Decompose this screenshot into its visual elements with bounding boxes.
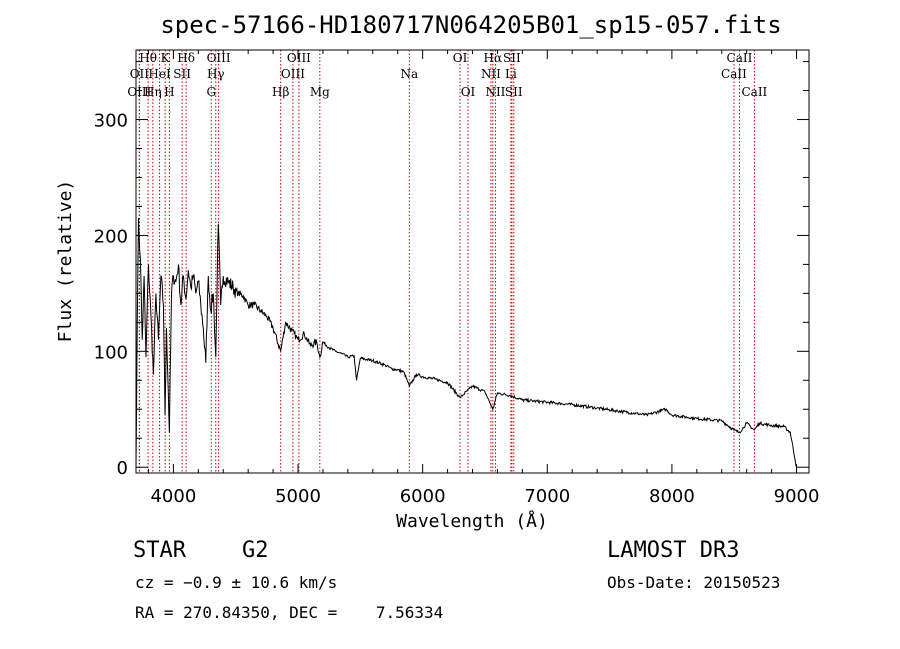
line-marker-label: Li xyxy=(505,67,517,81)
line-marker-label: Hθ xyxy=(139,51,157,65)
object-subclass: G2 xyxy=(242,538,269,563)
x-tick-label: 5000 xyxy=(275,486,321,507)
coordinates: RA = 270.84350, DEC = 7.56334 xyxy=(135,603,444,622)
line-marker-label: OIII xyxy=(207,51,231,65)
line-marker-label: SII xyxy=(505,85,523,99)
line-marker-label: K xyxy=(161,51,171,65)
line-marker-label: Hη xyxy=(144,85,162,99)
line-marker-label: Hα xyxy=(484,51,503,65)
survey-name: LAMOST DR3 xyxy=(607,538,740,563)
x-tick-label: 8000 xyxy=(649,486,695,507)
object-class: STAR xyxy=(133,538,186,563)
y-tick-label: 100 xyxy=(94,342,128,363)
line-marker-label: CaII xyxy=(741,85,767,99)
line-marker-label: CaII xyxy=(721,67,747,81)
line-marker-label: OI xyxy=(461,85,476,99)
y-axis-ticks: 0 100 200 300 xyxy=(94,61,809,479)
spectrum-line xyxy=(135,217,797,468)
spectral-line-markers xyxy=(138,50,755,473)
line-marker-label: NII xyxy=(481,67,501,81)
x-tick-label: 9000 xyxy=(774,486,820,507)
line-marker-label: HeI xyxy=(148,67,171,81)
x-axis-label: Wavelength (Å) xyxy=(396,510,548,532)
x-tick-label: 4000 xyxy=(150,486,196,507)
line-marker-label: OII xyxy=(130,67,150,81)
line-marker-label: G xyxy=(206,85,216,99)
line-marker-label: OIII xyxy=(281,67,305,81)
line-marker-label: SII xyxy=(173,67,191,81)
line-marker-label: Hγ xyxy=(207,67,225,81)
line-marker-label: Mg xyxy=(310,85,330,99)
spectral-line-labels: Hθ OII OIII K HeI Hη SII H Hδ OIII Hγ G OIII OIII Hβ Mg… xyxy=(127,51,767,99)
redshift-value: cz = −0.9 ± 10.6 km/s xyxy=(135,573,338,592)
line-marker-label: Hβ xyxy=(272,85,289,99)
y-axis-label: Flux (relative) xyxy=(55,180,76,343)
line-marker-label: OIII xyxy=(287,51,311,65)
x-tick-label: 7000 xyxy=(524,486,570,507)
line-marker-label: NII xyxy=(485,85,505,99)
plot-frame xyxy=(135,49,810,474)
line-marker-label: SII xyxy=(503,51,521,65)
observation-date: Obs-Date: 20150523 xyxy=(607,573,781,592)
line-marker-label: Na xyxy=(400,67,418,81)
x-tick-label: 6000 xyxy=(400,486,446,507)
line-marker-label: H xyxy=(164,85,174,99)
x-axis-ticks: 4000 5000 6000 7000 8000 9000 xyxy=(147,50,820,507)
line-marker-label: Hδ xyxy=(177,51,195,65)
line-marker-label: OI xyxy=(453,51,468,65)
y-tick-label: 0 xyxy=(117,458,128,479)
line-marker-label: CaII xyxy=(727,51,753,65)
chart-title: spec-57166-HD180717N064205B01_sp15-057.f… xyxy=(160,11,781,39)
y-tick-label: 200 xyxy=(94,226,128,247)
y-tick-label: 300 xyxy=(94,111,128,132)
line-marker-label: OIII xyxy=(127,85,151,99)
